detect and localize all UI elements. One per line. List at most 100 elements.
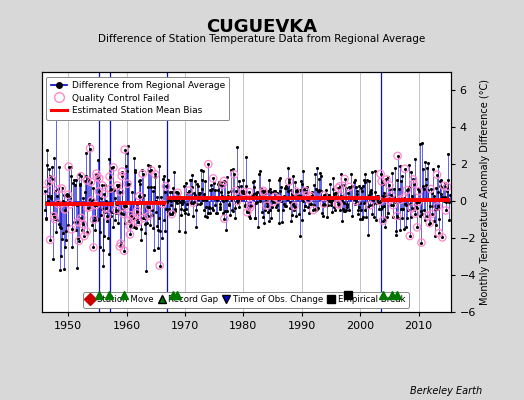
Point: [106, 186, 115, 192]
Point: [180, 206, 188, 213]
Point: [372, 200, 380, 206]
Point: [120, 248, 128, 254]
Point: [259, 214, 267, 220]
Point: [205, 186, 214, 193]
Point: [354, 182, 363, 189]
Point: [235, 204, 243, 210]
Point: [140, 215, 148, 221]
Point: [349, 196, 357, 202]
Point: [119, 211, 127, 217]
Point: [367, 187, 376, 194]
Point: [76, 182, 84, 188]
Point: [274, 206, 282, 213]
Point: [265, 177, 273, 183]
Point: [399, 206, 408, 212]
Point: [108, 187, 117, 193]
Point: [412, 205, 421, 211]
Point: [394, 153, 402, 159]
Point: [95, 244, 104, 251]
Legend: Station Move, Record Gap, Time of Obs. Change, Empirical Break: Station Move, Record Gap, Time of Obs. C…: [83, 292, 409, 308]
Point: [179, 194, 188, 200]
Point: [79, 221, 87, 227]
Point: [313, 206, 321, 213]
Point: [387, 192, 395, 199]
Point: [441, 194, 450, 200]
Point: [380, 190, 389, 196]
Point: [184, 187, 193, 194]
Point: [319, 202, 327, 208]
Point: [347, 194, 356, 201]
Point: [418, 211, 426, 217]
Point: [139, 192, 148, 198]
Point: [77, 173, 85, 180]
Point: [92, 202, 100, 208]
Point: [259, 190, 268, 196]
Point: [288, 201, 297, 208]
Point: [118, 168, 126, 175]
Point: [46, 237, 54, 243]
Point: [280, 201, 288, 207]
Point: [236, 197, 244, 203]
Point: [79, 195, 88, 201]
Point: [99, 263, 107, 270]
Point: [147, 167, 156, 174]
Point: [404, 186, 412, 192]
Point: [350, 179, 358, 185]
Point: [244, 209, 252, 215]
Point: [251, 215, 259, 221]
Point: [408, 205, 416, 212]
Point: [222, 197, 230, 203]
Point: [324, 198, 333, 204]
Point: [339, 206, 347, 212]
Point: [381, 224, 390, 230]
Point: [290, 203, 299, 209]
Point: [45, 166, 53, 173]
Point: [140, 230, 149, 236]
Point: [84, 196, 93, 202]
Point: [223, 208, 231, 214]
Point: [277, 198, 285, 204]
Point: [168, 189, 177, 195]
Point: [435, 216, 444, 222]
Point: [166, 189, 174, 196]
Point: [87, 179, 95, 185]
Point: [136, 176, 145, 183]
Point: [327, 202, 335, 208]
Point: [274, 196, 282, 202]
Point: [103, 212, 111, 219]
Point: [376, 171, 385, 177]
Point: [293, 192, 301, 198]
Point: [93, 217, 102, 224]
Point: [443, 151, 452, 158]
Point: [95, 175, 104, 182]
Point: [101, 208, 110, 215]
Point: [378, 193, 387, 200]
Point: [388, 196, 396, 203]
Point: [75, 171, 83, 178]
Point: [357, 216, 366, 222]
Point: [198, 196, 206, 202]
Point: [313, 205, 322, 212]
Point: [401, 200, 410, 207]
Point: [54, 201, 63, 207]
Point: [289, 193, 297, 200]
Point: [64, 164, 73, 170]
Point: [72, 227, 81, 234]
Point: [112, 207, 121, 213]
Point: [362, 214, 370, 220]
Point: [186, 177, 194, 184]
Point: [89, 244, 97, 250]
Point: [80, 233, 89, 239]
Point: [165, 206, 173, 212]
Point: [79, 221, 87, 227]
Point: [334, 200, 342, 207]
Point: [47, 194, 56, 201]
Point: [385, 197, 393, 204]
Point: [441, 180, 449, 186]
Point: [50, 216, 59, 222]
Point: [175, 193, 183, 199]
Point: [279, 207, 287, 214]
Point: [170, 197, 178, 203]
Point: [269, 199, 277, 205]
Point: [158, 235, 166, 242]
